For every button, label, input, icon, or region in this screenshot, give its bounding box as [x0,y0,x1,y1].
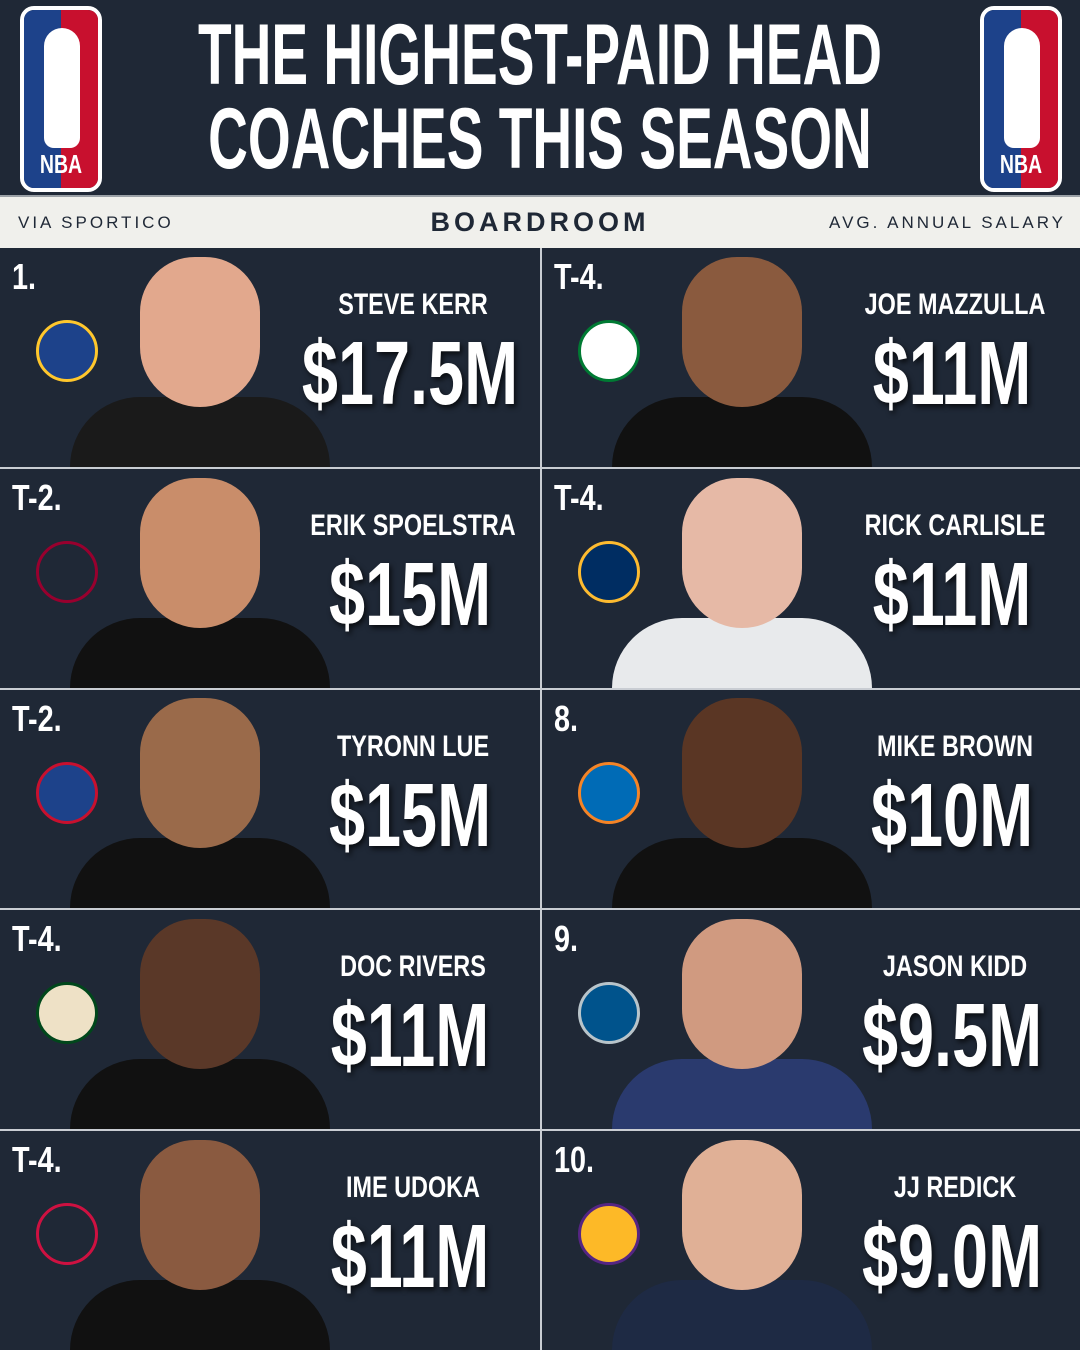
coach-card: T-4. IME UDOKA $11M [0,1131,540,1350]
nba-logo-right: NBA [980,6,1062,192]
coach-card: T-2. TYRONN LUE $15M [0,689,540,909]
coach-grid: 1. STEVE KERR $17.5M T-4. JOE MAZZULLA $1… [0,248,1080,1350]
salary: $17.5M [301,324,519,424]
coach-photo [70,477,330,688]
coach-name: RICK CARLISLE [864,508,1046,542]
title-line-1: THE HIGHEST-PAID HEAD [198,7,882,103]
coach-photo [612,256,872,467]
pacers-logo-icon [578,540,640,603]
coach-name: TYRONN LUE [336,729,490,763]
coach-card: T-4. RICK CARLISLE $11M [542,468,1080,688]
coach-card: 1. STEVE KERR $17.5M [0,248,540,467]
rank: T-4. [12,918,62,960]
title-line-2: COACHES THIS SEASON [208,91,872,187]
coach-name: MIKE BROWN [877,729,1033,763]
coach-name: IME UDOKA [346,1171,480,1205]
salary: $11M [330,1207,490,1308]
coach-photo [70,698,330,909]
rank: 10. [554,1139,595,1181]
mavericks-logo-icon [578,982,640,1045]
header: NBA THE HIGHEST-PAID HEAD COACHES THIS S… [0,0,1080,195]
celtics-logo-icon [578,320,640,382]
salary: $11M [872,324,1032,424]
coach-photo [612,1140,872,1350]
coach-card: 8. MIKE BROWN $10M [542,689,1080,909]
salary: $10M [870,765,1034,866]
rank: T-4. [554,256,604,297]
rank: T-2. [12,697,62,739]
nba-logo-left: NBA [20,6,102,192]
bucks-logo-icon [36,982,98,1045]
knicks-logo-icon [578,761,640,824]
lakers-logo-icon [578,1203,640,1266]
coach-photo [70,256,330,467]
metric-label: AVG. ANNUAL SALARY [829,213,1066,232]
source-label: VIA SPORTICO [18,213,174,232]
coach-name: JOE MAZZULLA [864,288,1046,321]
coach-card: T-4. JOE MAZZULLA $11M [542,248,1080,467]
salary: $11M [330,986,490,1087]
coach-name: ERIK SPOELSTRA [310,508,516,542]
rank: T-2. [12,476,62,518]
coach-name: JASON KIDD [882,950,1028,984]
heat-logo-icon [36,540,98,603]
rockets-logo-icon [36,1203,98,1266]
info-strip: VIA SPORTICO BOARDROOM AVG. ANNUAL SALAR… [0,195,1080,248]
brand-label: BOARDROOM [430,207,650,237]
salary: $9.0M [861,1207,1043,1308]
coach-card: 9. JASON KIDD $9.5M [542,910,1080,1130]
coach-name: STEVE KERR [338,288,488,321]
rank: 1. [12,256,37,297]
coach-card: 10. JJ REDICK $9.0M [542,1131,1080,1350]
coach-photo [612,919,872,1130]
coach-photo [70,1140,330,1350]
salary: $15M [328,765,492,866]
coach-name: JJ REDICK [893,1171,1017,1205]
rank: 9. [554,918,579,960]
rank: 8. [554,697,579,739]
rank: T-4. [12,1139,62,1181]
coach-name: DOC RIVERS [340,950,486,984]
salary: $9.5M [861,986,1043,1087]
coach-photo [612,698,872,909]
coach-card: T-2. ERIK SPOELSTRA $15M [0,468,540,688]
coach-card: T-4. DOC RIVERS $11M [0,910,540,1130]
warriors-logo-icon [36,320,98,382]
coach-photo [612,477,872,688]
rank: T-4. [554,476,604,518]
salary: $15M [328,544,492,645]
coach-photo [70,919,330,1130]
clippers-logo-icon [36,761,98,824]
salary: $11M [872,544,1032,645]
